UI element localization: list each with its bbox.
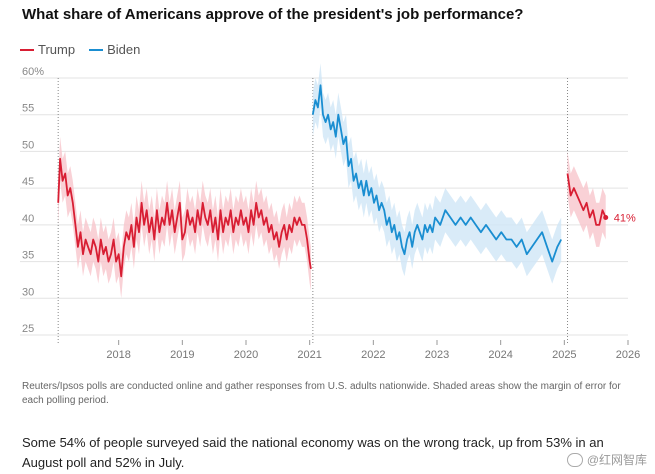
x-tick-label: 2025 [552, 349, 576, 361]
y-tick-label: 35 [22, 250, 34, 262]
legend-swatch-biden [89, 48, 104, 51]
y-tick-label: 30 [22, 286, 34, 298]
x-tick-label: 2019 [170, 349, 194, 361]
y-tick-label: 45 [22, 176, 34, 188]
margin-band-biden [312, 63, 562, 284]
x-tick-label: 2023 [425, 349, 449, 361]
margin-band-trump [58, 136, 311, 299]
x-tick-label: 2018 [106, 349, 130, 361]
y-tick-label: 60% [22, 66, 44, 78]
chart-legend: Trump Biden [20, 42, 154, 57]
x-tick-label: 2021 [297, 349, 321, 361]
y-tick-label: 25 [22, 323, 34, 335]
legend-label-trump: Trump [38, 42, 76, 57]
end-point [603, 215, 609, 221]
x-tick-label: 2026 [616, 349, 640, 361]
watermark-text: @红网智库 [586, 453, 647, 467]
margin-band-trump [567, 151, 606, 247]
legend-swatch-trump [20, 48, 34, 51]
x-tick-label: 2022 [361, 349, 385, 361]
y-tick-label: 40 [22, 213, 34, 225]
chart-footnote: Reuters/Ipsos polls are conducted online… [22, 381, 621, 406]
x-tick-label: 2024 [488, 349, 512, 361]
watermark-logo-icon [566, 452, 583, 467]
series-line-biden [311, 84, 562, 263]
approval-chart: 60% 55 50 45 40 35 30 25 2018 2019 2020 2021 2022 202… [20, 63, 640, 361]
watermark: @红网智库 [566, 451, 647, 468]
x-tick-label: 2020 [234, 349, 258, 361]
end-value-label: 41% [614, 213, 636, 225]
series-line-trump [57, 157, 312, 278]
y-tick-label: 55 [22, 103, 34, 115]
series-line-trump [566, 173, 607, 226]
legend-label-biden: Biden [107, 42, 141, 57]
legend-item-biden: Biden [89, 42, 140, 57]
y-tick-label: 50 [22, 139, 34, 151]
article-body-text: Some 54% of people surveyed said the nat… [22, 435, 604, 470]
legend-item-trump: Trump [20, 42, 75, 57]
chart-title: What share of Americans approve of the p… [22, 6, 524, 23]
